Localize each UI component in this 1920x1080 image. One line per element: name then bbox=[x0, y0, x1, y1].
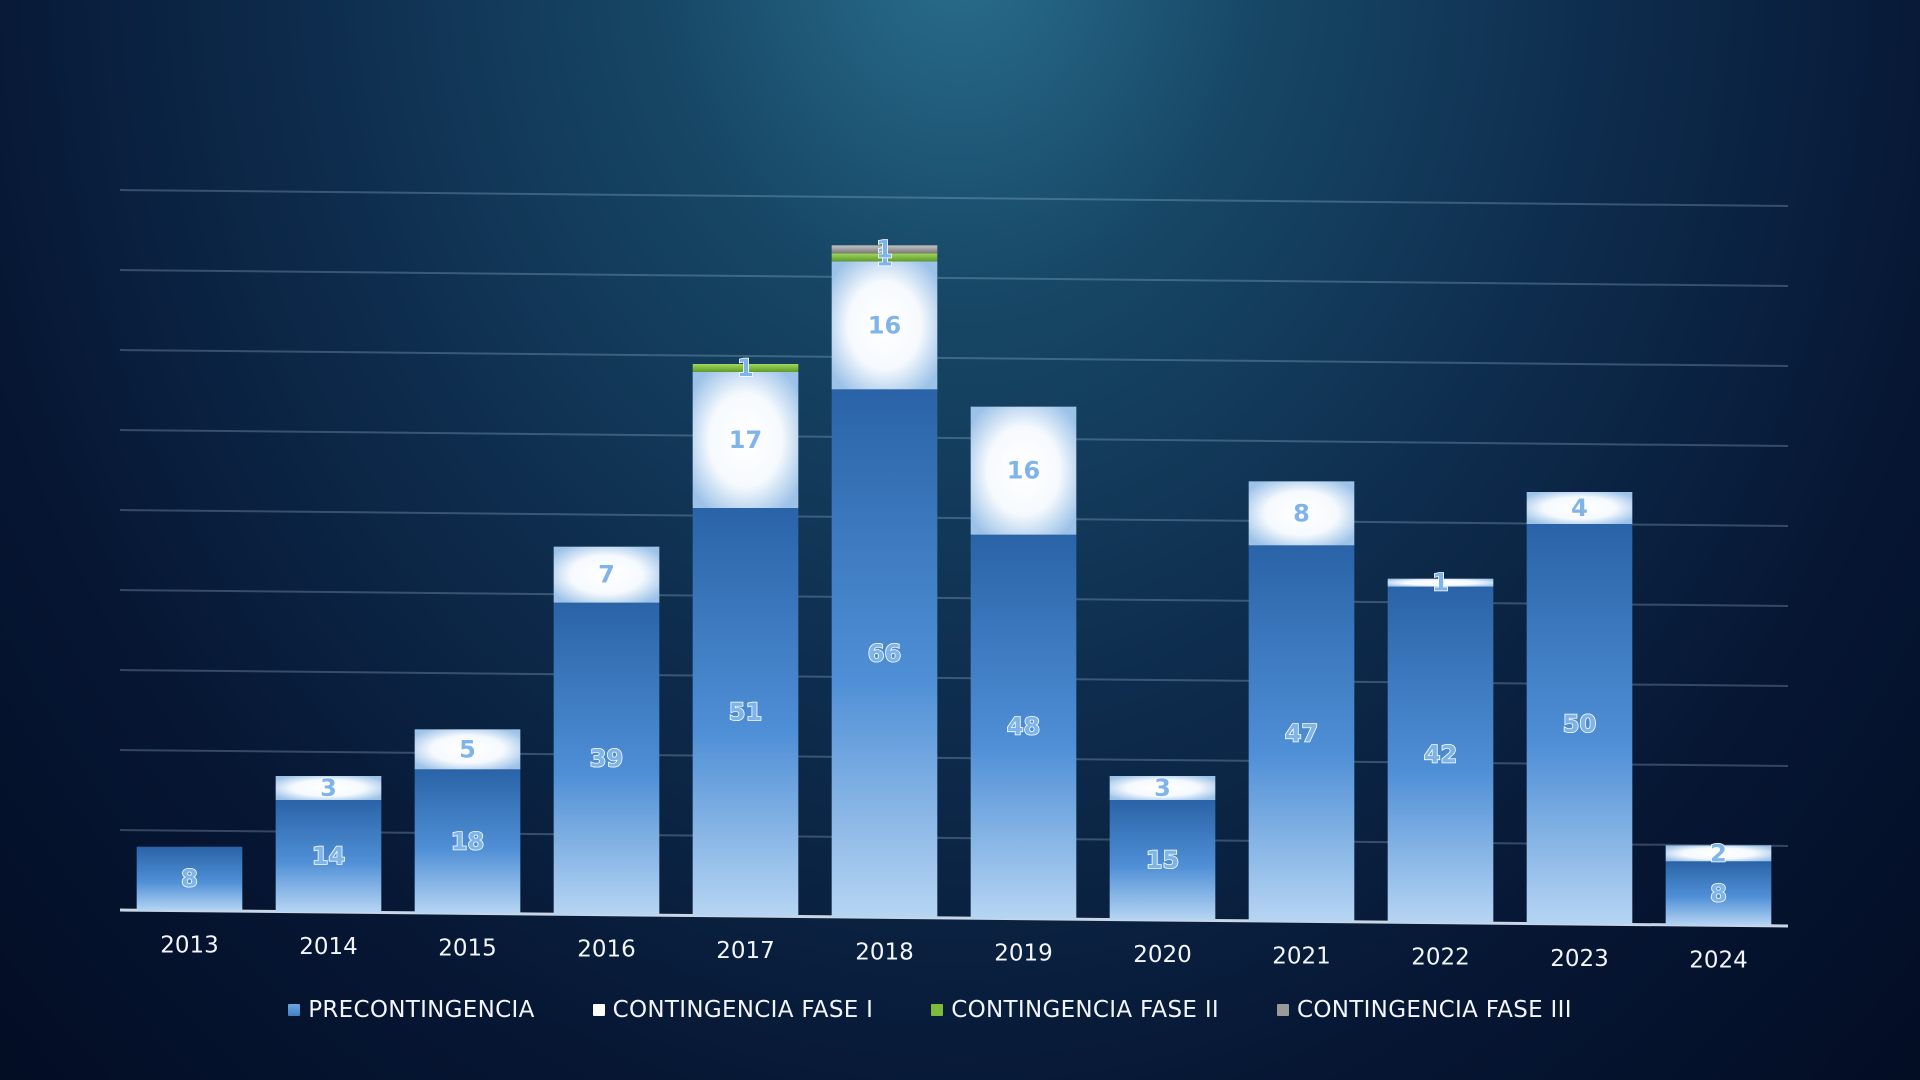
data-label-precontingencia-2024: 8 bbox=[1710, 879, 1727, 907]
bar-precontingencia-2022 bbox=[1387, 586, 1494, 923]
x-tick-label-2021: 2021 bbox=[1272, 943, 1331, 969]
bar-precontingencia-2013 bbox=[136, 846, 243, 911]
bar-precontingencia-2017 bbox=[692, 508, 799, 916]
legend-label: CONTINGENCIA FASE II bbox=[951, 997, 1219, 1023]
data-label-contingencia-fase-3-2018: 1 bbox=[876, 235, 893, 263]
data-label-contingencia-fase-1-2015: 5 bbox=[459, 735, 476, 763]
data-label-contingencia-fase-1-2019: 16 bbox=[1007, 457, 1040, 485]
x-tick-label-2015: 2015 bbox=[438, 935, 497, 961]
data-label-precontingencia-2021: 47 bbox=[1285, 719, 1318, 747]
legend-swatch-contingencia-fase-3 bbox=[1276, 1004, 1289, 1016]
data-label-precontingencia-2015: 18 bbox=[451, 827, 484, 855]
bar-contingencia-fase-1-2015 bbox=[414, 729, 521, 770]
x-tick-label-2016: 2016 bbox=[577, 937, 636, 963]
x-tick-labels: 2013 2014 2015 2016 2017 2018 2019 2020 2021 2022… bbox=[160, 933, 1748, 974]
legend-swatch-precontingencia bbox=[288, 1004, 301, 1016]
bar-contingencia-fase-2-2018 bbox=[831, 253, 938, 262]
legend-label: PRECONTINGENCIA bbox=[308, 997, 535, 1023]
bar-contingencia-fase-1-2017 bbox=[692, 372, 799, 508]
data-label-contingencia-fase-1-2020: 3 bbox=[1154, 774, 1171, 802]
x-axis-line bbox=[119, 908, 1789, 928]
data-label-precontingencia-2020: 15 bbox=[1146, 846, 1179, 874]
x-tick-label-2018: 2018 bbox=[855, 939, 914, 965]
legend: PRECONTINGENCIA CONTINGENCIA FASE I CONT… bbox=[0, 997, 1920, 1023]
data-label-contingencia-fase-1-2022: 1 bbox=[1432, 569, 1449, 597]
bar-contingencia-fase-1-2020 bbox=[1109, 776, 1216, 800]
data-label-precontingencia-2017: 51 bbox=[729, 698, 762, 726]
bar-contingencia-fase-1-2016 bbox=[553, 546, 660, 603]
data-label-precontingencia-2013: 8 bbox=[181, 865, 198, 893]
bar-contingencia-fase-2-2017 bbox=[692, 364, 799, 372]
gridline bbox=[119, 429, 1789, 447]
data-label-contingencia-fase-1-2021: 8 bbox=[1293, 499, 1310, 527]
x-tick-label-2022: 2022 bbox=[1411, 945, 1470, 971]
data-label-contingencia-fase-1-2014: 3 bbox=[320, 774, 337, 802]
bars bbox=[136, 245, 1772, 926]
x-tick-label-2024: 2024 bbox=[1689, 947, 1748, 973]
gridline bbox=[119, 829, 1789, 847]
legend-swatch-contingencia-fase-1 bbox=[592, 1004, 605, 1016]
gridline bbox=[119, 509, 1789, 527]
gridline bbox=[119, 349, 1789, 367]
legend-label: CONTINGENCIA FASE III bbox=[1296, 997, 1572, 1023]
data-label-precontingencia-2014: 14 bbox=[312, 842, 345, 870]
x-tick-label-2019: 2019 bbox=[994, 941, 1053, 967]
gridline bbox=[119, 269, 1789, 287]
bar-precontingencia-2019 bbox=[970, 534, 1077, 919]
data-label-contingencia-fase-1-2023: 4 bbox=[1571, 494, 1588, 522]
bar-precontingencia-2016 bbox=[553, 602, 660, 915]
bar-precontingencia-2015 bbox=[414, 769, 521, 914]
bar-precontingencia-2023 bbox=[1526, 524, 1633, 924]
data-label-precontingencia-2022: 42 bbox=[1424, 741, 1457, 769]
gridline bbox=[119, 749, 1789, 767]
bar-contingencia-fase-1-2023 bbox=[1526, 492, 1633, 524]
x-tick-label-2020: 2020 bbox=[1133, 942, 1192, 968]
data-label-contingencia-fase-1-2016: 7 bbox=[598, 561, 615, 589]
data-label-contingencia-fase-1-2018: 16 bbox=[868, 311, 901, 339]
bar-precontingencia-2024 bbox=[1665, 861, 1772, 926]
legend-item-contingencia-fase-3: CONTINGENCIA FASE III bbox=[1276, 997, 1572, 1023]
data-label-precontingencia-2016: 39 bbox=[590, 745, 623, 773]
data-label-precontingencia-2019: 48 bbox=[1007, 713, 1040, 741]
x-tick-label-2017: 2017 bbox=[716, 938, 775, 964]
bar-precontingencia-2020 bbox=[1109, 800, 1216, 920]
data-label-contingencia-fase-1-2024: 2 bbox=[1710, 839, 1727, 867]
bar-precontingencia-2014 bbox=[275, 800, 382, 912]
gridline bbox=[119, 589, 1789, 607]
gridline bbox=[119, 669, 1789, 687]
legend-label: CONTINGENCIA FASE I bbox=[612, 997, 874, 1023]
data-label-contingencia-fase-2-2017: 1 bbox=[737, 354, 754, 382]
legend-item-precontingencia: PRECONTINGENCIA bbox=[288, 997, 534, 1023]
gridlines bbox=[119, 189, 1789, 847]
bar-contingencia-fase-1-2021 bbox=[1248, 481, 1355, 546]
bar-precontingencia-2018 bbox=[831, 389, 938, 918]
legend-item-contingencia-fase-1: CONTINGENCIA FASE I bbox=[592, 997, 874, 1023]
bar-contingencia-fase-1-2019 bbox=[970, 406, 1077, 535]
x-tick-label-2014: 2014 bbox=[299, 934, 358, 960]
data-label-precontingencia-2023: 50 bbox=[1563, 710, 1596, 738]
legend-item-contingencia-fase-2: CONTINGENCIA FASE II bbox=[931, 997, 1219, 1023]
data-label-contingencia-fase-2-2018: 1 bbox=[876, 243, 893, 271]
data-label-precontingencia-2018: 66 bbox=[868, 639, 901, 667]
bar-contingencia-fase-1-2022 bbox=[1387, 578, 1494, 587]
x-tick-label-2013: 2013 bbox=[160, 933, 219, 959]
legend-swatch-contingencia-fase-2 bbox=[931, 1004, 944, 1016]
bar-contingencia-fase-1-2024 bbox=[1665, 845, 1772, 862]
bar-precontingencia-2021 bbox=[1248, 545, 1355, 922]
x-tick-label-2023: 2023 bbox=[1550, 946, 1609, 972]
bar-contingencia-fase-1-2014 bbox=[275, 776, 382, 800]
bar-contingencia-fase-1-2018 bbox=[831, 261, 938, 390]
data-label-contingencia-fase-1-2017: 17 bbox=[729, 426, 762, 454]
gridline bbox=[119, 189, 1789, 207]
bar-contingencia-fase-3-2018 bbox=[831, 245, 938, 254]
